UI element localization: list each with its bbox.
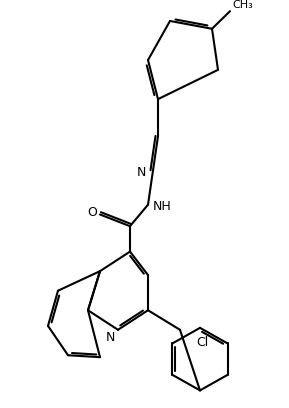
Text: CH₃: CH₃ <box>232 0 253 10</box>
Text: O: O <box>87 206 97 219</box>
Text: NH: NH <box>153 200 171 213</box>
Text: N: N <box>136 166 146 179</box>
Text: N: N <box>105 331 115 344</box>
Text: Cl: Cl <box>196 336 208 349</box>
